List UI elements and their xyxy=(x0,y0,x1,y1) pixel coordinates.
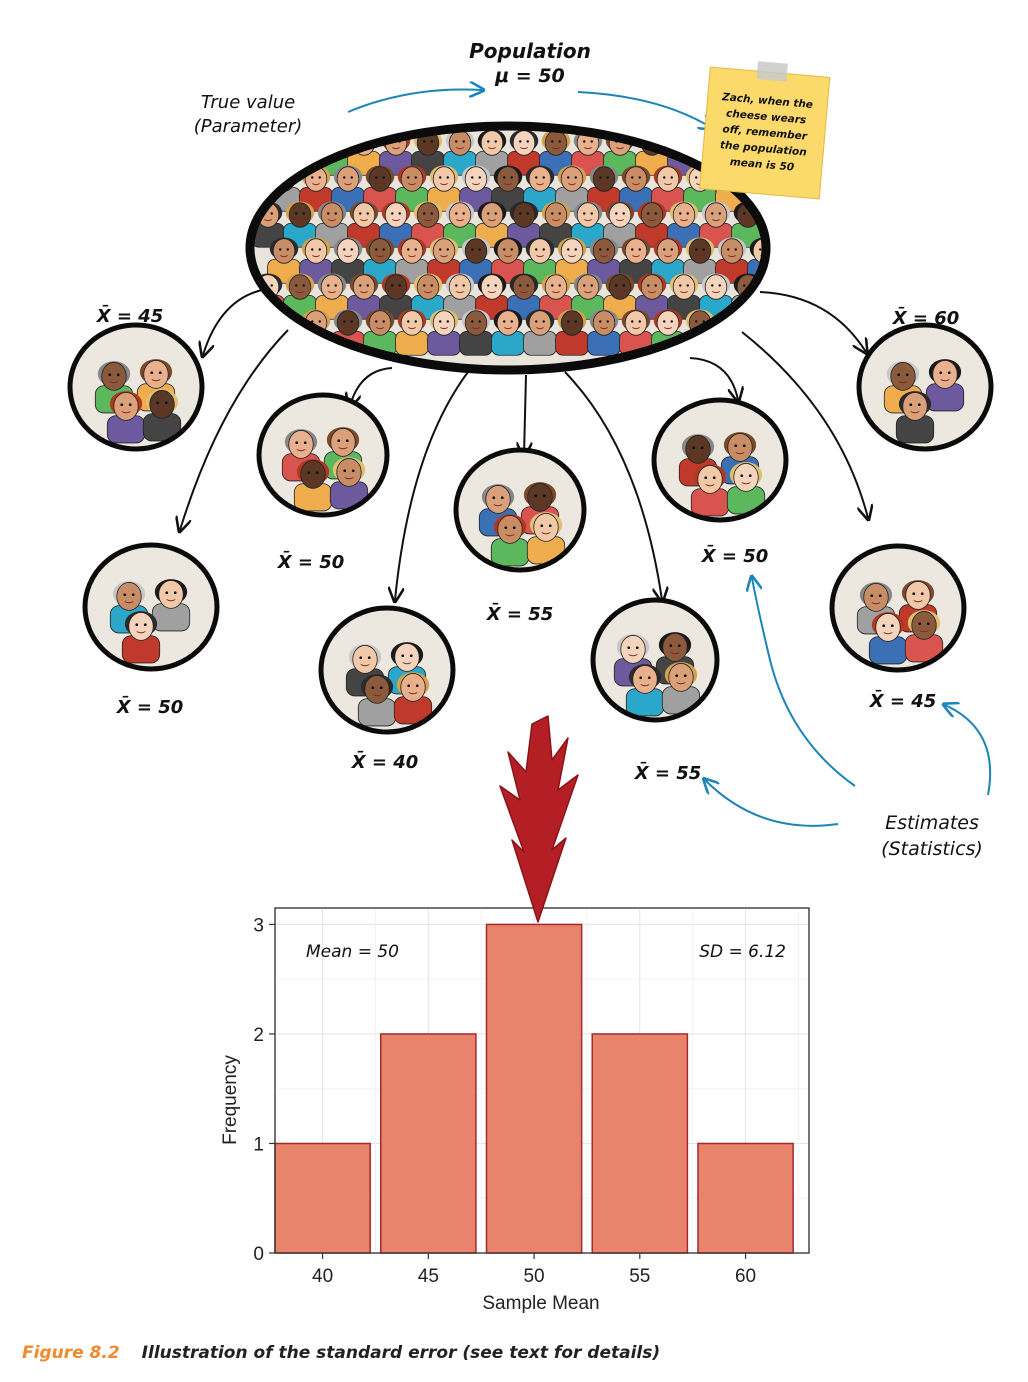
sample-circle xyxy=(453,447,587,573)
arrow-to-sample-1 xyxy=(203,289,263,355)
caption-text: Illustration of the standard error (see … xyxy=(141,1343,661,1363)
figure-label: Figure 8.2 xyxy=(22,1343,120,1363)
statistics-label: (Statistics) xyxy=(881,838,983,860)
sample-mean-label: X̄ = 50 xyxy=(701,545,769,567)
true-value-label: True value xyxy=(201,92,295,113)
sample-8: X̄ = 60 xyxy=(856,307,994,452)
sample-mean-label: X̄ = 60 xyxy=(892,307,960,329)
arrow-to-sample-6 xyxy=(564,371,662,600)
note-line-5: mean is 50 xyxy=(729,156,794,174)
population-mu: μ = 50 xyxy=(494,65,565,87)
sample-9: X̄ = 45 xyxy=(829,543,967,712)
y-axis: 0 1 2 3 xyxy=(253,915,275,1265)
sample-mean-label: X̄ = 45 xyxy=(96,305,164,327)
parameter-arrow xyxy=(347,89,482,113)
x-tick-label: 60 xyxy=(735,1266,756,1287)
mean-annotation: Mean = 50 xyxy=(306,942,399,962)
arrow-to-sample-4 xyxy=(395,371,469,600)
y-tick-label: 0 xyxy=(253,1244,264,1265)
bar-40 xyxy=(274,1142,371,1254)
x-tick-label: 55 xyxy=(629,1266,650,1287)
arrow-to-sample-7 xyxy=(689,357,738,400)
estimate-arrow-2 xyxy=(945,705,992,796)
sample-circle xyxy=(67,322,205,452)
bar-45 xyxy=(379,1033,477,1254)
sample-mean-label: X̄ = 55 xyxy=(486,603,554,625)
sample-circle xyxy=(318,605,456,735)
tape-icon xyxy=(756,61,788,82)
sample-5: X̄ = 55 xyxy=(453,447,587,625)
y-tick-label: 1 xyxy=(253,1134,264,1155)
samples: X̄ = 45 X̄ = 50 X̄ = 50 X̄ = 40 X̄ = 55 X̄ = … xyxy=(67,305,994,784)
y-tick-label: 3 xyxy=(253,915,264,936)
x-tick-label: 45 xyxy=(418,1266,439,1287)
sample-mean-label: X̄ = 50 xyxy=(116,696,184,718)
red-arrow xyxy=(499,715,579,923)
sample-4: X̄ = 40 xyxy=(318,605,456,773)
sample-circle xyxy=(829,543,967,673)
figure-caption: Figure 8.2 Illustration of the standard e… xyxy=(22,1343,660,1363)
note-arrow xyxy=(577,91,712,128)
sticky-note: Zach, when the cheese wears off, remembe… xyxy=(699,61,831,200)
population-crowd xyxy=(250,126,766,370)
x-axis: 40 45 50 55 60 xyxy=(312,1253,756,1287)
population-ellipse xyxy=(245,121,771,375)
estimate-arrow-3 xyxy=(705,780,839,827)
arrow-to-sample-9 xyxy=(741,331,868,518)
sample-circle xyxy=(651,397,789,523)
estimate-arrows xyxy=(705,578,992,827)
estimate-arrow-1 xyxy=(752,578,856,787)
arrow-to-sample-2 xyxy=(180,329,289,530)
sample-mean-label: X̄ = 55 xyxy=(634,762,702,784)
parameter-label: (Parameter) xyxy=(194,116,303,137)
sample-circle xyxy=(856,322,994,452)
sample-1: X̄ = 45 xyxy=(67,305,205,452)
bars xyxy=(274,923,794,1254)
bar-55 xyxy=(591,1033,689,1254)
x-tick-label: 50 xyxy=(523,1266,544,1287)
population-title: Population xyxy=(469,39,591,63)
x-tick-label: 40 xyxy=(312,1266,333,1287)
sample-7: X̄ = 50 xyxy=(651,397,789,567)
arrow-to-sample-3 xyxy=(350,367,393,406)
arrow-to-sample-8 xyxy=(759,291,866,352)
bar-50 xyxy=(485,923,583,1254)
sample-mean-label: X̄ = 40 xyxy=(351,751,419,773)
histogram: 0 1 2 3 40 45 50 55 60 Mean = 50 SD = 6.12 Samp… xyxy=(220,907,810,1314)
arrow-to-sample-5 xyxy=(524,374,526,455)
sample-circle xyxy=(256,392,390,518)
y-axis-label: Frequency xyxy=(220,1055,241,1145)
sample-3: X̄ = 50 xyxy=(256,392,390,573)
sample-6: X̄ = 55 xyxy=(590,597,720,784)
bar-60 xyxy=(697,1142,794,1254)
sd-annotation: SD = 6.12 xyxy=(699,942,786,962)
y-tick-label: 2 xyxy=(253,1025,264,1046)
sample-mean-label: X̄ = 50 xyxy=(277,551,345,573)
sample-2: X̄ = 50 xyxy=(82,542,220,718)
sample-circle xyxy=(82,542,220,672)
sample-mean-label: X̄ = 45 xyxy=(869,690,937,712)
estimates-label: Estimates xyxy=(885,812,979,834)
sample-circle xyxy=(590,597,720,723)
x-axis-label: Sample Mean xyxy=(482,1293,599,1314)
